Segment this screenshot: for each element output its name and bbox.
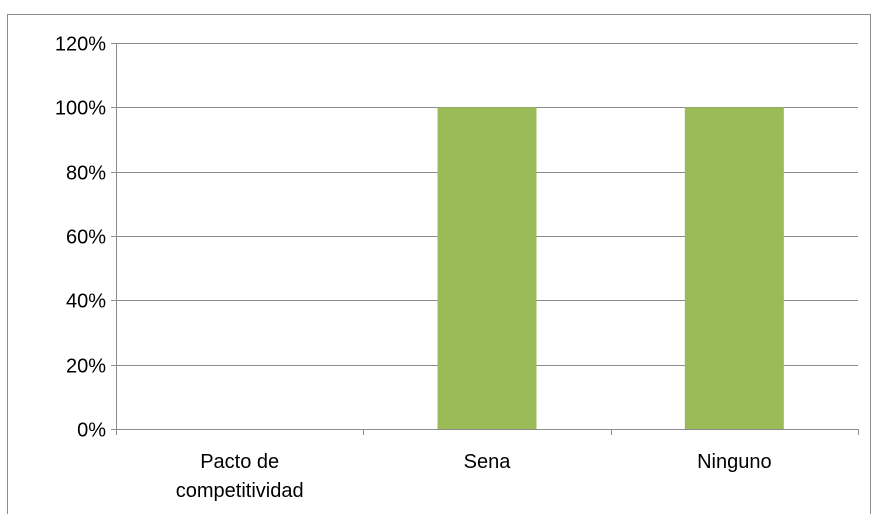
y-tick-label: 120% [55, 34, 106, 56]
bar [684, 107, 784, 429]
y-tick-label: 60% [66, 227, 106, 249]
y-tick-label: 20% [66, 356, 106, 378]
x-category-label: Pacto de competitividad [176, 451, 304, 502]
x-category-label: Sena [464, 451, 512, 473]
bars [437, 107, 784, 429]
x-category-label: Ninguno [697, 451, 772, 473]
axis-labels: 0% 20% 40% 60% 80% 100% 120% Pacto de competitiv… [55, 34, 772, 503]
y-tick-label: 0% [77, 420, 106, 442]
y-tick-label: 80% [66, 163, 106, 185]
bar [437, 107, 537, 429]
axes [111, 43, 859, 435]
y-tick-label: 40% [66, 291, 106, 313]
y-tick-label: 100% [55, 98, 106, 120]
